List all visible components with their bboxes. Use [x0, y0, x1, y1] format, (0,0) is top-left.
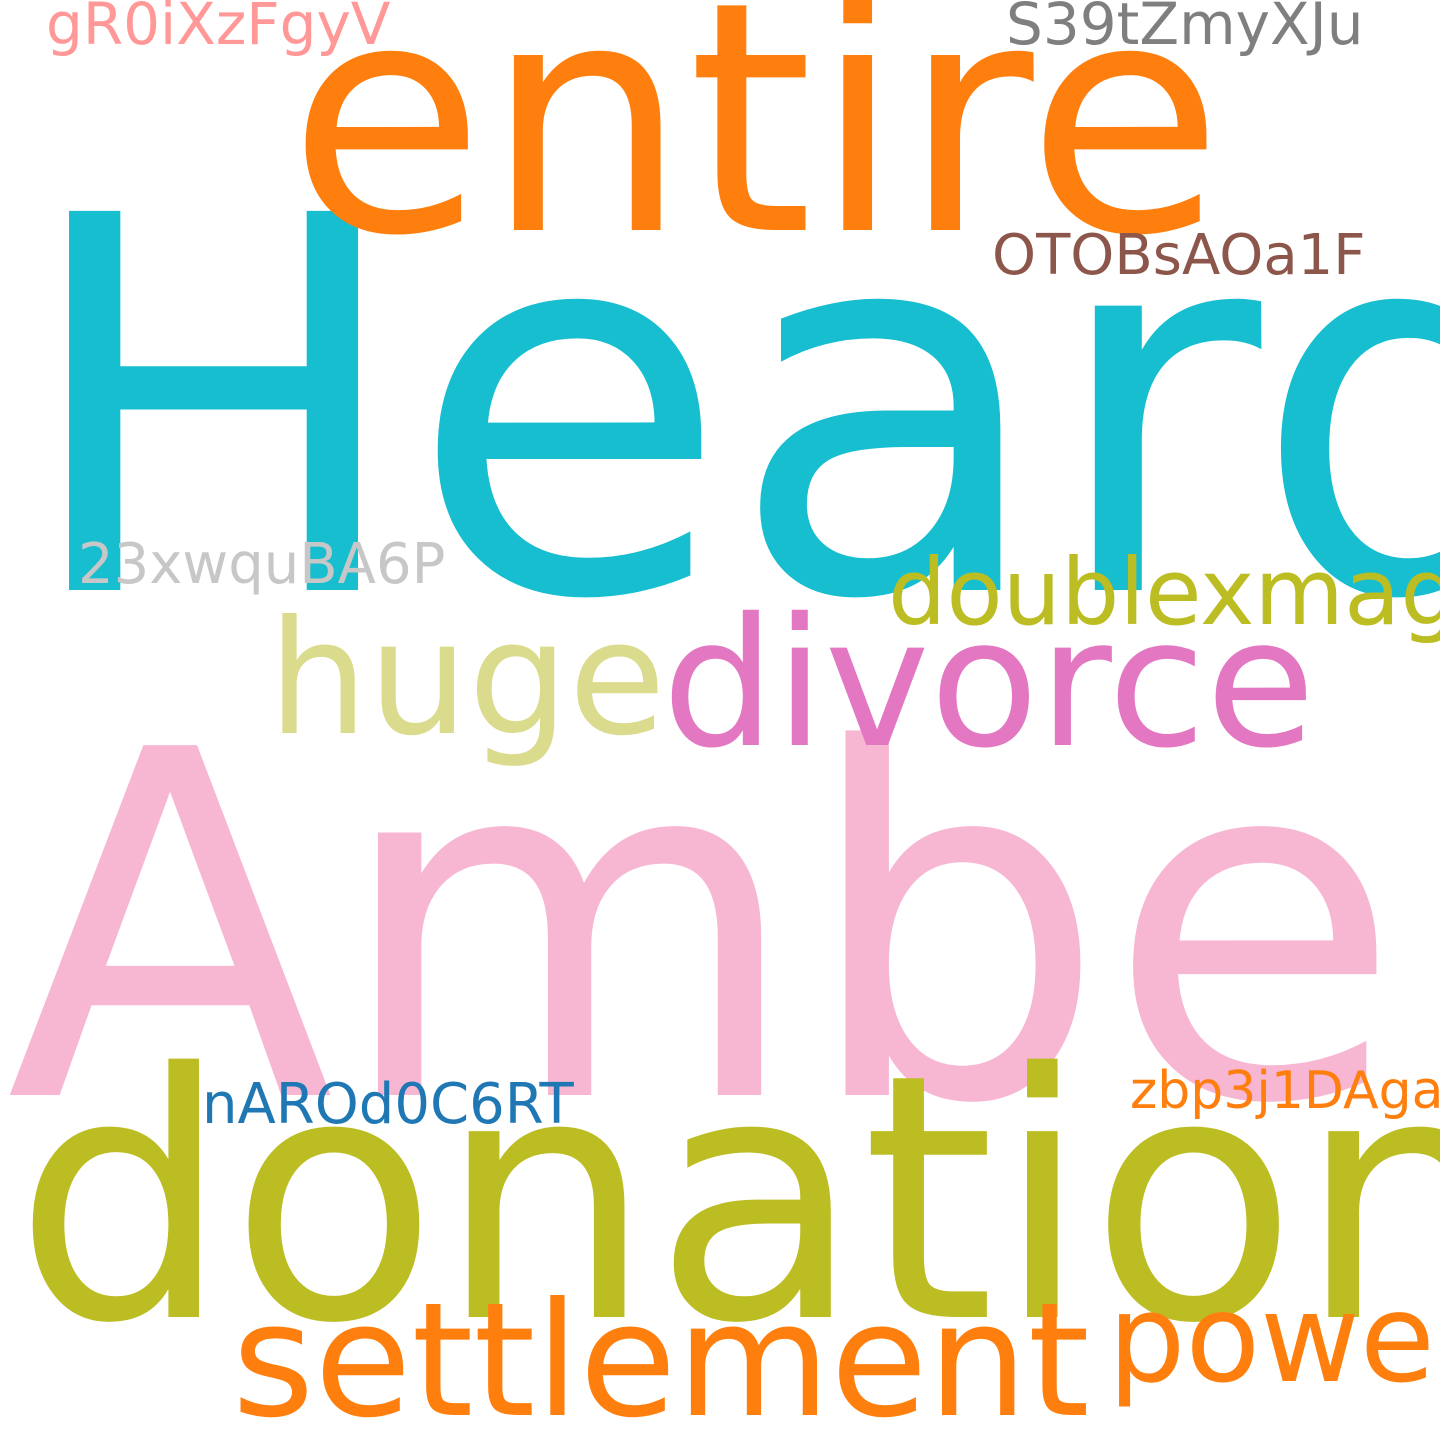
- word-gr0ixzfgyv: gR0iXzFgyV: [46, 0, 391, 58]
- word-s39tzmyxju: S39tZmyXJu: [1006, 0, 1364, 58]
- word-entire: entire: [288, 0, 1224, 306]
- word-23xwquba6p: 23xwquBA6P: [78, 532, 446, 597]
- word-huge: huge: [268, 587, 666, 771]
- word-doublexmag: doublexmag: [888, 539, 1440, 646]
- word-power: power: [1108, 1268, 1440, 1410]
- word-divorce: divorce: [662, 580, 1316, 787]
- word-zbp3j1daga: zbp3j1DAga: [1130, 1061, 1440, 1121]
- word-amber: Amber: [6, 650, 1440, 1209]
- word-otobsaoa1f: OTOBsAOa1F: [992, 223, 1366, 288]
- word-heard: Heard: [18, 107, 1440, 713]
- word-narod0c6rt: nAROd0C6RT: [202, 1072, 574, 1137]
- word-settlement: settlement: [232, 1269, 1090, 1440]
- word-donation: donation: [14, 1002, 1440, 1398]
